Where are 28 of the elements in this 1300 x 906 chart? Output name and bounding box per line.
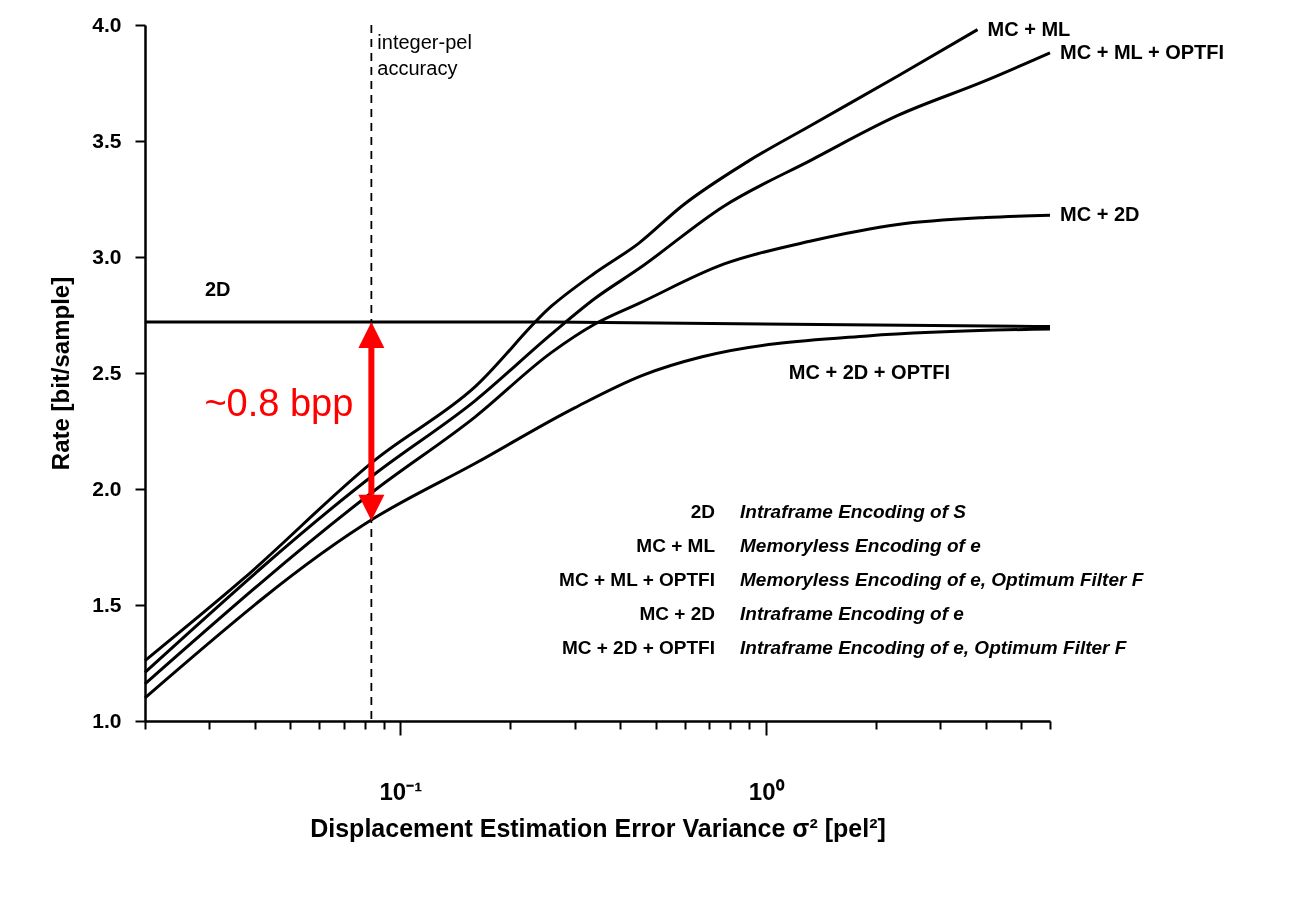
x-axis-title: Displacement Estimation Error Variance σ² [pel²] bbox=[310, 813, 886, 842]
annotation: Memoryless Encoding of e, Optimum Filter F bbox=[740, 569, 1145, 590]
y-tick-label: 1.0 bbox=[92, 708, 122, 732]
annotation: MC + 2D bbox=[639, 603, 715, 624]
ref-line-label: integer-pel accuracy bbox=[377, 31, 472, 79]
annotation: Intraframe Encoding of e bbox=[740, 603, 965, 624]
annotation: MC + ML bbox=[636, 535, 716, 556]
y-tick-label: 3.0 bbox=[92, 244, 122, 268]
y-tick-label: 2.5 bbox=[92, 360, 122, 384]
annotation: MC + 2D + OPTFI bbox=[561, 637, 715, 658]
series-label: MC + ML bbox=[987, 17, 1071, 40]
series-label: MC + ML + OPTFI bbox=[1060, 40, 1225, 63]
annotation: Memoryless Encoding of e bbox=[740, 535, 982, 556]
y-tick-label: 2.0 bbox=[92, 476, 122, 500]
series-label: 2D bbox=[205, 277, 231, 300]
y-tick-label: 3.5 bbox=[92, 128, 122, 152]
annotation: 2D bbox=[690, 501, 715, 522]
annotation: Intraframe Encoding of S bbox=[740, 501, 967, 522]
x-tick-label: 10⁻¹ bbox=[379, 777, 423, 805]
y-tick-label: 4.0 bbox=[92, 12, 122, 36]
annotation: ~0.8 bpp bbox=[204, 382, 354, 425]
y-axis-title: Rate [bit/sample] bbox=[47, 276, 75, 471]
series-label: MC + 2D + OPTFI bbox=[788, 360, 950, 383]
series-label: MC + 2D bbox=[1060, 203, 1140, 226]
annotation: Intraframe Encoding of e, Optimum Filter F bbox=[740, 637, 1128, 658]
y-tick-label: 1.5 bbox=[92, 592, 122, 616]
annotation: MC + ML + OPTFI bbox=[559, 569, 715, 590]
x-tick-label: 10⁰ bbox=[748, 777, 785, 805]
